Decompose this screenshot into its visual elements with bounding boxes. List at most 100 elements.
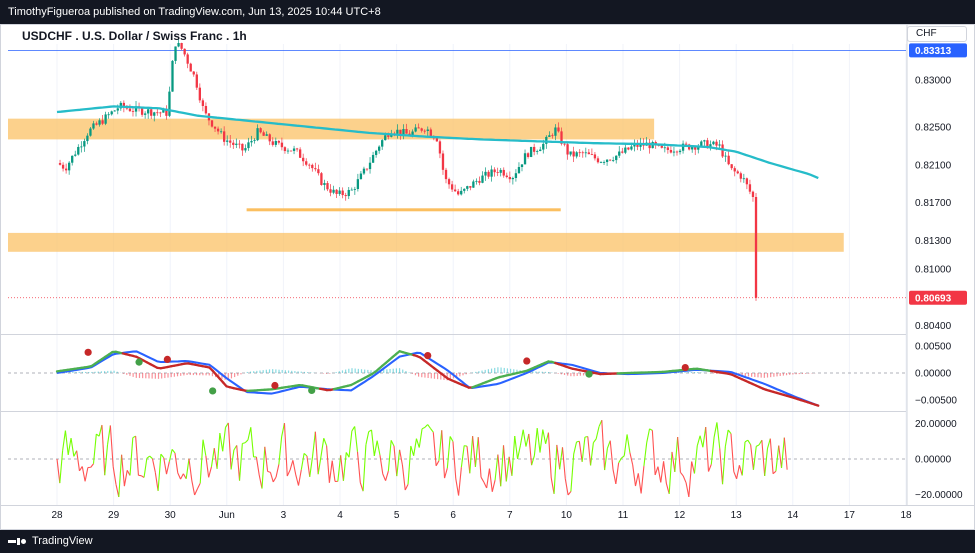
second-oscillator-line-segment	[90, 463, 94, 468]
second-oscillator-line-segment	[671, 451, 676, 473]
candle-body	[426, 129, 429, 131]
candle-body	[678, 150, 682, 153]
second-oscillator-line-segment	[660, 461, 665, 483]
candle-body	[238, 143, 241, 145]
second-oscillator-line-segment	[84, 467, 89, 482]
second-oscillator-line-segment	[595, 426, 600, 440]
second-oscillator-line-segment	[685, 482, 690, 498]
second-oscillator-line-segment	[109, 425, 114, 467]
candle-body	[523, 153, 527, 165]
time-axis-tick-label: 28	[51, 510, 63, 521]
second-oscillator-line-segment	[373, 440, 378, 457]
second-oscillator-line-segment	[766, 438, 771, 449]
second-oscillator-line-segment	[722, 446, 726, 485]
second-oscillator-line-segment	[430, 428, 434, 433]
second-oscillator-line-segment	[632, 464, 637, 487]
second-oscillator-line-segment	[281, 423, 286, 437]
second-oscillator-line-segment	[216, 433, 221, 469]
second-oscillator-line-segment	[149, 455, 153, 460]
second-oscillator-line-segment	[542, 429, 547, 444]
candle-body	[268, 134, 271, 142]
second-oscillator-line-segment	[691, 461, 696, 474]
second-oscillator-line-segment	[135, 436, 139, 476]
candle-body	[323, 183, 326, 185]
candle-body	[353, 189, 356, 190]
candle-body	[417, 127, 420, 129]
candle-body	[335, 189, 338, 194]
second-oscillator-line-segment	[306, 455, 311, 477]
second-oscillator-line-segment	[634, 473, 639, 487]
second-oscillator-line-segment	[331, 460, 336, 482]
candle-body	[128, 108, 132, 112]
second-oscillator-line-segment	[289, 460, 294, 471]
candle-body	[192, 71, 195, 75]
second-oscillator-line-segment	[528, 433, 533, 466]
second-oscillator-line-segment	[370, 429, 375, 456]
second-oscillator-line-segment	[663, 461, 667, 484]
second-oscillator-line-segment	[418, 428, 423, 448]
candle-body	[438, 141, 442, 154]
candle-body	[575, 152, 578, 157]
second-oscillator-line-segment	[312, 431, 316, 457]
candle-body	[156, 112, 159, 114]
time-axis-tick-label: 29	[108, 510, 120, 521]
second-oscillator-line-segment	[261, 446, 266, 489]
candle-body	[633, 143, 636, 147]
second-oscillator-line-segment	[250, 427, 255, 457]
second-oscillator-line-segment	[564, 478, 569, 496]
second-oscillator-line-segment	[348, 430, 353, 458]
candle-body	[672, 151, 676, 153]
candle-body	[450, 184, 454, 190]
price-axis-tick-label: 0.82100	[915, 160, 952, 171]
candle-body	[648, 142, 651, 149]
candle-body	[332, 189, 335, 193]
candle-body	[514, 173, 518, 178]
candle-body	[745, 178, 749, 185]
candle-body	[703, 140, 706, 142]
second-oscillator-line-segment	[160, 453, 165, 459]
currency-button[interactable]: CHF	[907, 26, 967, 42]
second-oscillator-line-segment	[213, 448, 218, 469]
second-oscillator-line-segment	[98, 424, 103, 437]
second-oscillator-line-segment	[340, 455, 344, 481]
second-oscillator-line-segment	[646, 428, 651, 443]
bullish-cross-dot	[135, 358, 143, 366]
second-oscillator-axis-tick-label: 20.00000	[915, 419, 957, 430]
second-oscillator-line-segment	[604, 448, 608, 471]
second-oscillator-line-segment	[435, 460, 440, 467]
candle-body	[739, 173, 742, 179]
second-oscillator-line-segment	[143, 458, 148, 478]
candle-body	[83, 141, 86, 147]
second-oscillator-line-segment	[210, 448, 215, 467]
candle-body	[153, 112, 156, 116]
second-oscillator-line-segment	[531, 455, 535, 466]
second-oscillator-line-segment	[205, 455, 210, 478]
candle-body	[718, 144, 721, 146]
second-oscillator-line-segment	[553, 444, 558, 494]
time-axis-tick-label: Jun	[219, 510, 235, 521]
candle-body	[691, 146, 694, 150]
candle-body	[365, 168, 369, 170]
candle-body	[384, 135, 387, 141]
candle-body	[341, 190, 344, 196]
oscillator-pane	[8, 348, 906, 407]
candle-body	[618, 151, 621, 156]
candle-body	[308, 164, 311, 166]
second-oscillator-line-segment	[283, 423, 288, 477]
second-oscillator-line-segment	[387, 440, 392, 472]
second-oscillator-line-segment	[73, 450, 78, 457]
second-oscillator-line-segment	[769, 438, 774, 474]
second-oscillator-line-segment	[609, 440, 614, 470]
second-oscillator-line-segment	[682, 475, 687, 483]
second-oscillator-line-segment	[755, 444, 760, 447]
candle-body	[608, 159, 612, 161]
second-oscillator-line-segment	[533, 428, 538, 456]
second-oscillator-line-segment	[244, 439, 249, 444]
candle-body	[280, 142, 284, 148]
candle-body	[545, 136, 548, 144]
candle-body	[627, 147, 630, 150]
candle-body	[584, 152, 587, 154]
second-oscillator-line-segment	[738, 465, 743, 476]
candle-body	[511, 177, 515, 180]
